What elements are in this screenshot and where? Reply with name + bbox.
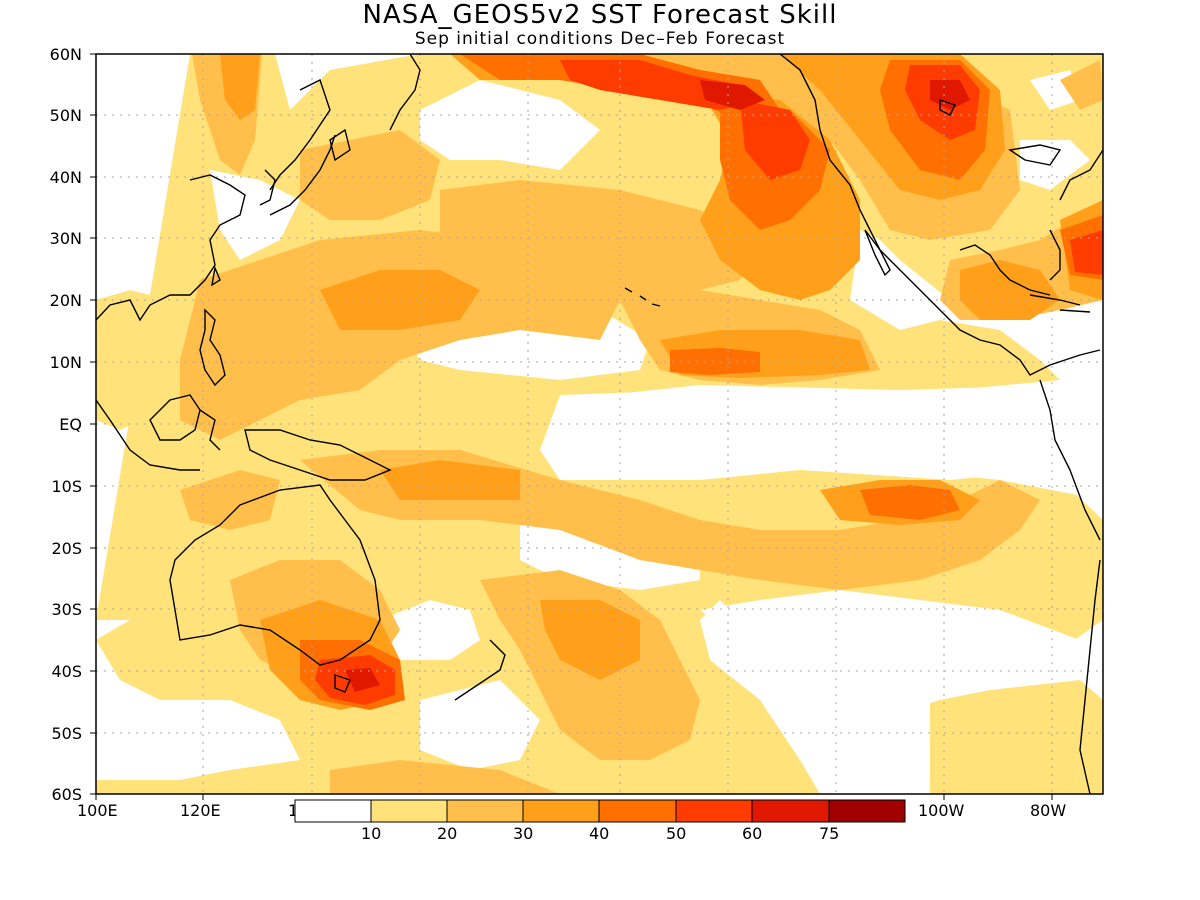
lat-label-20n: 20N bbox=[49, 291, 82, 310]
chart-subtitle: Sep initial conditions Dec–Feb Forecast bbox=[414, 29, 786, 49]
lat-label-50n: 50N bbox=[49, 106, 82, 125]
colorbar-label-10: 10 bbox=[361, 824, 382, 843]
chart-title: NASA_GEOS5v2 SST Forecast Skill bbox=[362, 0, 838, 30]
lat-label-60n: 60N bbox=[49, 45, 82, 64]
lat-label-10n: 10N bbox=[49, 353, 82, 372]
lat-label-30s: 30S bbox=[51, 600, 82, 619]
lon-label-80w: 80W bbox=[1030, 801, 1067, 820]
colorbar-label-40: 40 bbox=[589, 824, 610, 843]
colorbar-box-2 bbox=[446, 799, 524, 823]
lat-label-50s: 50S bbox=[51, 724, 82, 743]
lat-label-eq: EQ bbox=[59, 415, 82, 434]
lon-label-partial: 1 bbox=[288, 801, 299, 820]
colorbar-label-60: 60 bbox=[742, 824, 763, 843]
colorbar bbox=[294, 799, 906, 823]
skill-level-50-60 bbox=[315, 60, 1103, 705]
colorbar-label-50: 50 bbox=[666, 824, 687, 843]
colorbar-label-20: 20 bbox=[437, 824, 458, 843]
skill-shading bbox=[96, 54, 1103, 794]
colorbar-box-7 bbox=[828, 799, 906, 823]
colorbar-label-30: 30 bbox=[513, 824, 534, 843]
colorbar-box-3 bbox=[522, 799, 600, 823]
lat-label-40n: 40N bbox=[49, 168, 82, 187]
colorbar-box-5 bbox=[675, 799, 753, 823]
lat-label-30n: 30N bbox=[49, 229, 82, 248]
coastlines bbox=[96, 54, 1103, 794]
lat-label-40s: 40S bbox=[51, 662, 82, 681]
colorbar-box-0 bbox=[294, 799, 372, 823]
lat-label-60s: 60S bbox=[51, 785, 82, 804]
lat-label-20s: 20S bbox=[51, 539, 82, 558]
lat-label-10s: 10S bbox=[51, 477, 82, 496]
axis-ticks bbox=[90, 53, 1053, 800]
colorbar-label-75: 75 bbox=[819, 824, 840, 843]
colorbar-box-6 bbox=[751, 799, 830, 823]
colorbar-box-4 bbox=[598, 799, 677, 823]
colorbar-box-1 bbox=[370, 799, 448, 823]
lon-label-120e: 120E bbox=[180, 801, 221, 820]
lon-label-100w: 100W bbox=[918, 801, 965, 820]
lon-label-100e: 100E bbox=[77, 801, 118, 820]
